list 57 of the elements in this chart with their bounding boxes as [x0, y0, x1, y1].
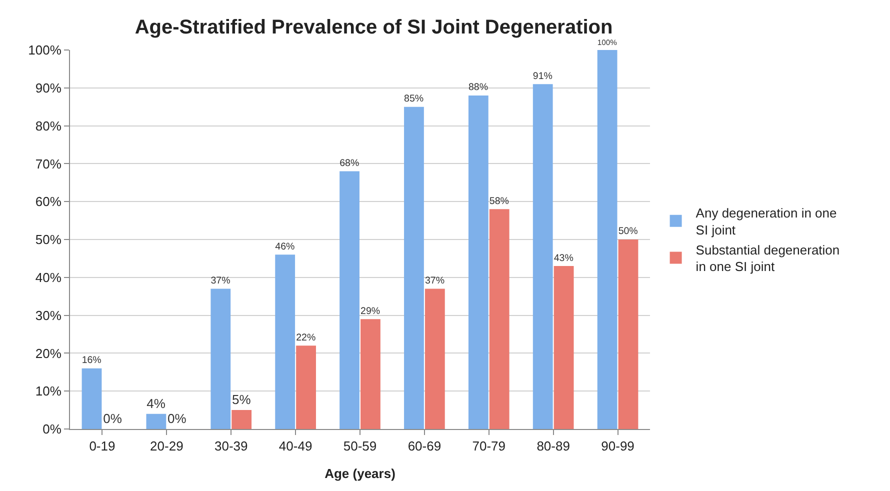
y-tick-label: 60% [35, 194, 62, 210]
bar [296, 346, 316, 429]
data-label: 46% [275, 241, 296, 252]
y-tick-label: 50% [35, 232, 62, 248]
data-label: 22% [296, 332, 316, 344]
bar [554, 266, 574, 429]
data-label: 88% [468, 82, 488, 94]
y-tick-label: 90% [35, 80, 62, 96]
y-tick-label: 10% [35, 384, 62, 399]
bar [210, 288, 231, 429]
data-label: 91% [532, 70, 553, 82]
data-label: 16% [82, 355, 102, 366]
bar [340, 171, 360, 429]
legend-label: Any degeneration in one SI joint [696, 206, 837, 238]
x-tick-label: 0-19 [89, 438, 116, 454]
y-tick-label: 30% [35, 308, 62, 323]
data-label: 0% [168, 411, 187, 426]
y-tick-label: 100% [28, 42, 62, 58]
bar [232, 410, 252, 429]
bar [82, 368, 102, 429]
data-label: 37% [424, 276, 445, 287]
x-tick-label: 90-99 [601, 438, 634, 454]
bar [489, 209, 510, 429]
x-axis-title: Age (years) [324, 466, 396, 481]
bar [360, 319, 380, 429]
y-tick-label: 0% [42, 422, 62, 437]
bar [404, 106, 424, 429]
x-tick-label: 30-39 [214, 438, 248, 454]
bar [468, 95, 488, 429]
x-tick-label: 20-29 [150, 438, 184, 454]
data-label: 50% [618, 226, 638, 238]
legend-label: Substantial degeneration in one SI joint [696, 242, 840, 274]
x-tick-label: 60-69 [408, 438, 442, 454]
bar [146, 414, 166, 429]
data-label: 43% [554, 252, 574, 264]
data-label: 68% [340, 158, 360, 170]
data-label: 58% [489, 196, 510, 207]
x-tick-label: 70-79 [472, 438, 506, 454]
y-tick-label: 70% [35, 156, 62, 172]
bar [424, 288, 445, 429]
bar [532, 84, 553, 429]
data-label: 37% [210, 276, 231, 287]
data-label: 29% [360, 306, 380, 317]
y-tick-label: 40% [35, 270, 62, 285]
x-tick-label: 40-49 [278, 438, 312, 454]
data-label: 0% [103, 411, 122, 426]
bar [275, 254, 296, 429]
bar [597, 50, 618, 429]
chart-title: Age-Stratified Prevalence of SI Joint Degeneration [134, 16, 613, 39]
y-tick-label: 80% [35, 118, 62, 134]
data-label: 85% [404, 94, 424, 105]
bar [618, 240, 638, 429]
data-label: 5% [232, 392, 252, 408]
x-tick-label: 80-89 [536, 438, 570, 454]
x-tick-label: 50-59 [343, 438, 377, 454]
y-tick-label: 20% [35, 346, 62, 361]
data-label: 4% [146, 396, 166, 411]
